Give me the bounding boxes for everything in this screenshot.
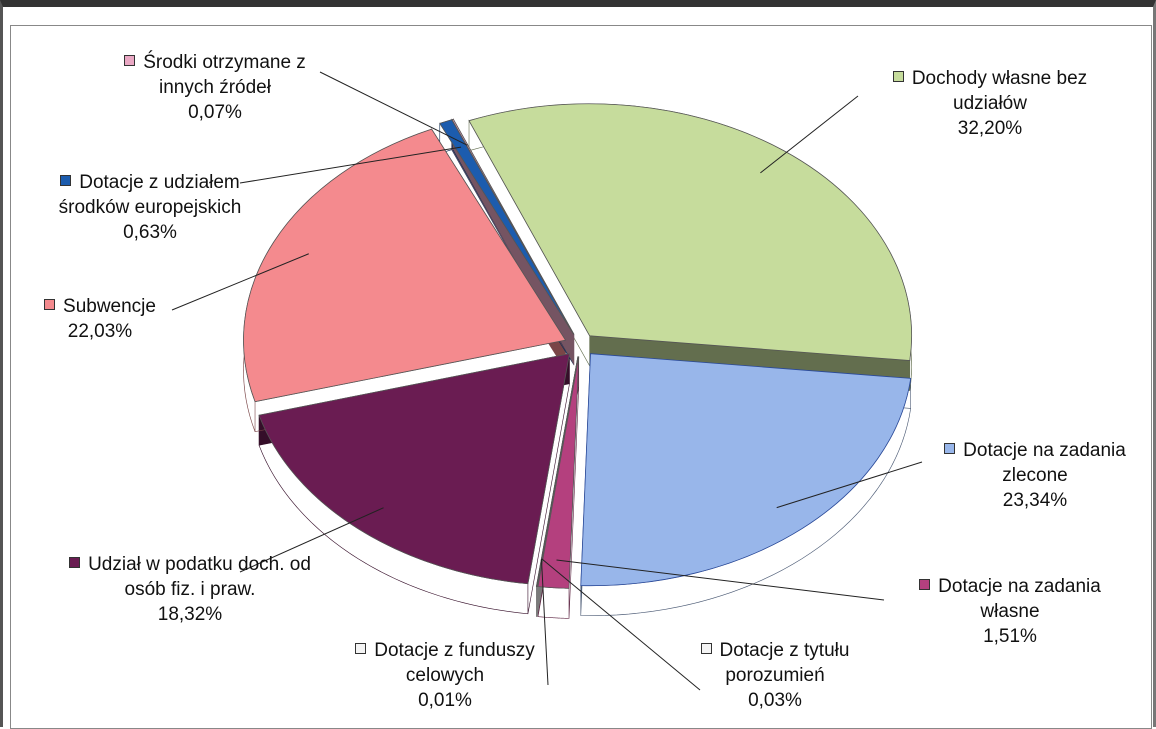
- legend-marker: [919, 579, 931, 590]
- data-label: Dotacje na zadania zlecone 23,34%: [925, 438, 1145, 513]
- slice: [468, 103, 913, 361]
- label-value: 22,03%: [67, 321, 133, 342]
- slice-tops: [243, 103, 913, 589]
- data-label: Dotacje z funduszy celowych 0,01%: [330, 638, 560, 713]
- leader-line: [556, 559, 885, 601]
- label-value: 0,07%: [188, 102, 242, 123]
- leader-line: [239, 146, 462, 184]
- leader-line: [171, 253, 309, 311]
- legend-marker: [44, 299, 56, 310]
- label-value: 18,32%: [157, 604, 223, 625]
- data-label: Środki otrzymane z innych źródeł 0,07%: [110, 50, 320, 125]
- slice: [535, 356, 579, 587]
- leader-line: [760, 95, 859, 174]
- label-name: Dotacje z tytułu porozumień: [719, 640, 850, 686]
- label-value: 1,51%: [983, 626, 1037, 647]
- legend-marker: [944, 443, 956, 454]
- legend-marker: [355, 643, 367, 654]
- data-label: Dotacje na zadania własne 1,51%: [895, 574, 1125, 649]
- slice: [243, 128, 567, 403]
- legend-marker: [700, 643, 712, 654]
- legend-marker: [124, 55, 136, 66]
- legend-marker: [892, 71, 904, 82]
- slice: [451, 118, 575, 335]
- label-name: Dotacje z udziałem środków europejskich: [58, 172, 242, 218]
- label-name: Subwencje: [63, 296, 156, 317]
- data-label: Dotacje z udziałem środków europejskich 0…: [25, 170, 275, 245]
- label-name: Dotacje na zadania zlecone: [963, 440, 1126, 486]
- data-label: Dotacje z tytułu porozumień 0,03%: [675, 638, 875, 713]
- data-label: Dochody własne bez udziałów 32,20%: [865, 66, 1115, 141]
- leader-line: [319, 71, 468, 146]
- label-value: 32,20%: [957, 118, 1023, 139]
- data-label: Subwencje 22,03%: [15, 294, 185, 344]
- label-name: Środki otrzymane z innych źródeł: [143, 52, 306, 98]
- leader-line: [541, 558, 701, 691]
- label-name: Dochody własne bez udziałów: [911, 68, 1088, 114]
- leader-line: [776, 461, 923, 509]
- slice: [258, 353, 570, 585]
- label-value: 0,63%: [123, 222, 177, 243]
- label-name: Dotacje z funduszy celowych: [374, 640, 535, 686]
- leader-line: [540, 558, 549, 686]
- label-value: 23,34%: [1002, 490, 1068, 511]
- label-name: Udział w podatku doch. od osób fiz. i pr…: [88, 554, 311, 600]
- slice: [580, 353, 912, 587]
- data-label: Udział w podatku doch. od osób fiz. i pr…: [55, 552, 325, 627]
- label-value: 0,03%: [748, 690, 802, 711]
- slice: [537, 356, 580, 589]
- leader-line: [239, 507, 384, 573]
- label-value: 0,01%: [418, 690, 472, 711]
- label-name: Dotacje na zadania własne: [938, 576, 1101, 622]
- legend-marker: [60, 175, 72, 186]
- legend-marker: [69, 557, 81, 568]
